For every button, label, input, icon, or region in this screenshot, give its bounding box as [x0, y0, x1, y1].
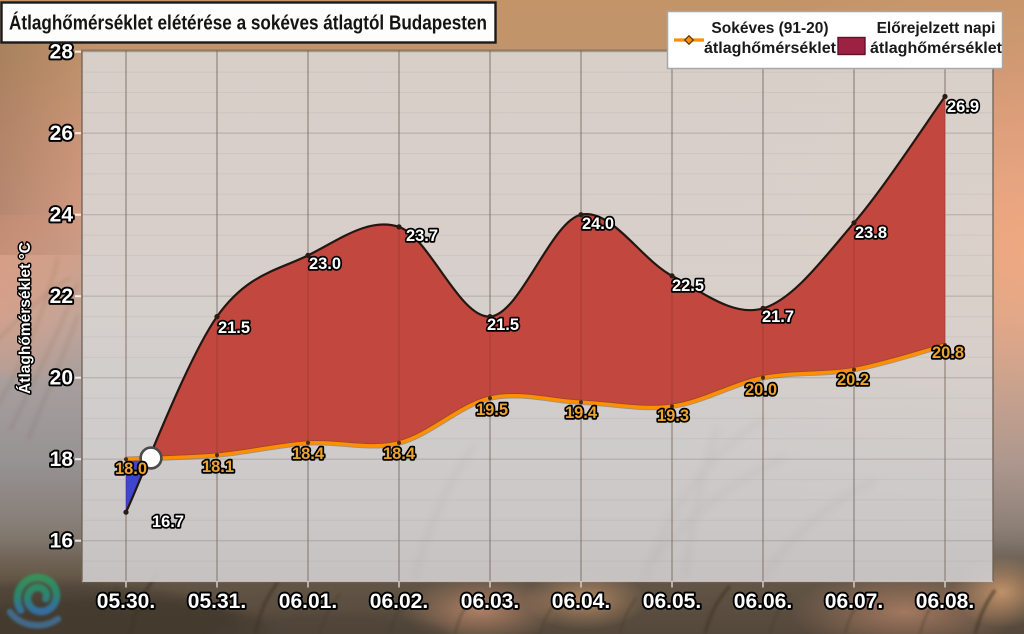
svg-text:06.07.: 06.07. [825, 590, 883, 613]
svg-text:18: 18 [50, 448, 74, 471]
svg-text:Előrejelzett napi: Előrejelzett napi [877, 20, 996, 37]
svg-text:18.4: 18.4 [292, 445, 325, 463]
svg-text:16: 16 [50, 530, 73, 553]
svg-text:06.06.: 06.06. [734, 590, 792, 613]
svg-text:21.5: 21.5 [487, 316, 519, 334]
svg-text:átlaghőmérséklet: átlaghőmérséklet [870, 40, 1002, 57]
svg-text:06.01.: 06.01. [279, 590, 337, 613]
svg-text:18.1: 18.1 [202, 458, 234, 476]
svg-text:06.03.: 06.03. [461, 590, 519, 613]
svg-text:Sokéves (91-20): Sokéves (91-20) [711, 20, 828, 37]
svg-text:23.8: 23.8 [855, 224, 887, 242]
svg-text:Átlaghőmérséklet elétérése a s: Átlaghőmérséklet elétérése a sokéves átl… [9, 12, 487, 35]
svg-text:átlaghőmérséklet: átlaghőmérséklet [704, 40, 836, 57]
svg-text:19.5: 19.5 [476, 401, 508, 419]
svg-text:26: 26 [50, 122, 73, 145]
svg-text:18.4: 18.4 [383, 445, 416, 463]
svg-text:23.0: 23.0 [309, 255, 341, 273]
svg-text:06.05.: 06.05. [643, 590, 701, 613]
svg-text:19.3: 19.3 [657, 407, 689, 425]
svg-text:26.9: 26.9 [947, 98, 979, 116]
svg-text:20.0: 20.0 [745, 381, 777, 399]
svg-text:24: 24 [50, 204, 74, 227]
svg-text:21.5: 21.5 [218, 319, 250, 337]
svg-text:19.4: 19.4 [565, 404, 598, 422]
svg-text:22: 22 [50, 285, 73, 308]
svg-text:22.5: 22.5 [672, 277, 704, 295]
svg-text:24.0: 24.0 [582, 215, 614, 233]
svg-text:20: 20 [50, 367, 73, 390]
svg-text:05.31.: 05.31. [188, 590, 246, 613]
svg-text:06.08.: 06.08. [916, 590, 974, 613]
svg-text:20.2: 20.2 [837, 371, 869, 389]
svg-text:16.7: 16.7 [152, 513, 184, 531]
svg-text:20.8: 20.8 [932, 344, 964, 362]
svg-text:23.7: 23.7 [406, 227, 438, 245]
svg-text:21.7: 21.7 [762, 308, 794, 326]
svg-text:06.04.: 06.04. [552, 590, 610, 613]
svg-text:06.02.: 06.02. [370, 590, 428, 613]
svg-text:Átlaghőmérséklet °C: Átlaghőmérséklet °C [17, 242, 34, 394]
svg-text:28: 28 [50, 41, 74, 64]
svg-text:05.30.: 05.30. [97, 590, 155, 613]
svg-text:18.0: 18.0 [115, 460, 147, 478]
